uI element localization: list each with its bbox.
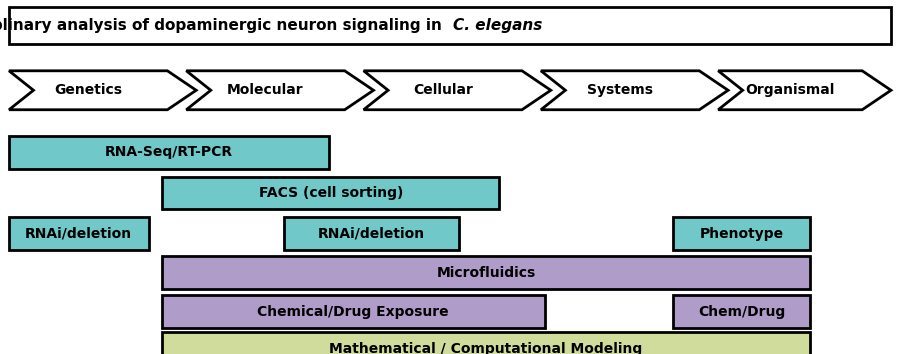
FancyBboxPatch shape bbox=[162, 177, 500, 209]
Text: Chem/Drug: Chem/Drug bbox=[698, 304, 785, 319]
FancyBboxPatch shape bbox=[9, 136, 328, 169]
FancyBboxPatch shape bbox=[162, 256, 810, 289]
Text: FACS (cell sorting): FACS (cell sorting) bbox=[258, 186, 403, 200]
Text: Cellular: Cellular bbox=[413, 83, 472, 97]
Polygon shape bbox=[718, 71, 891, 110]
Text: Mathematical / Computational Modeling: Mathematical / Computational Modeling bbox=[329, 342, 643, 354]
Text: RNAi/deletion: RNAi/deletion bbox=[25, 227, 132, 241]
FancyBboxPatch shape bbox=[9, 217, 148, 250]
Text: Phenotype: Phenotype bbox=[699, 227, 784, 241]
Text: Interdisciplinary analysis of dopaminergic neuron signaling in: Interdisciplinary analysis of dopaminerg… bbox=[0, 18, 447, 33]
Polygon shape bbox=[541, 71, 728, 110]
FancyBboxPatch shape bbox=[162, 295, 544, 328]
Text: Organismal: Organismal bbox=[745, 83, 835, 97]
Text: Microfluidics: Microfluidics bbox=[436, 266, 536, 280]
Polygon shape bbox=[186, 71, 374, 110]
Text: Chemical/Drug Exposure: Chemical/Drug Exposure bbox=[257, 304, 449, 319]
Polygon shape bbox=[9, 71, 196, 110]
FancyBboxPatch shape bbox=[284, 217, 459, 250]
Text: RNA-Seq/RT-PCR: RNA-Seq/RT-PCR bbox=[104, 145, 233, 159]
Polygon shape bbox=[364, 71, 551, 110]
Text: Genetics: Genetics bbox=[54, 83, 122, 97]
Text: C. elegans: C. elegans bbox=[453, 18, 542, 33]
Text: RNAi/deletion: RNAi/deletion bbox=[318, 227, 425, 241]
FancyBboxPatch shape bbox=[162, 332, 810, 354]
Text: Molecular: Molecular bbox=[227, 83, 304, 97]
FancyBboxPatch shape bbox=[673, 295, 810, 328]
FancyBboxPatch shape bbox=[9, 7, 891, 44]
FancyBboxPatch shape bbox=[673, 217, 810, 250]
Text: Systems: Systems bbox=[587, 83, 653, 97]
